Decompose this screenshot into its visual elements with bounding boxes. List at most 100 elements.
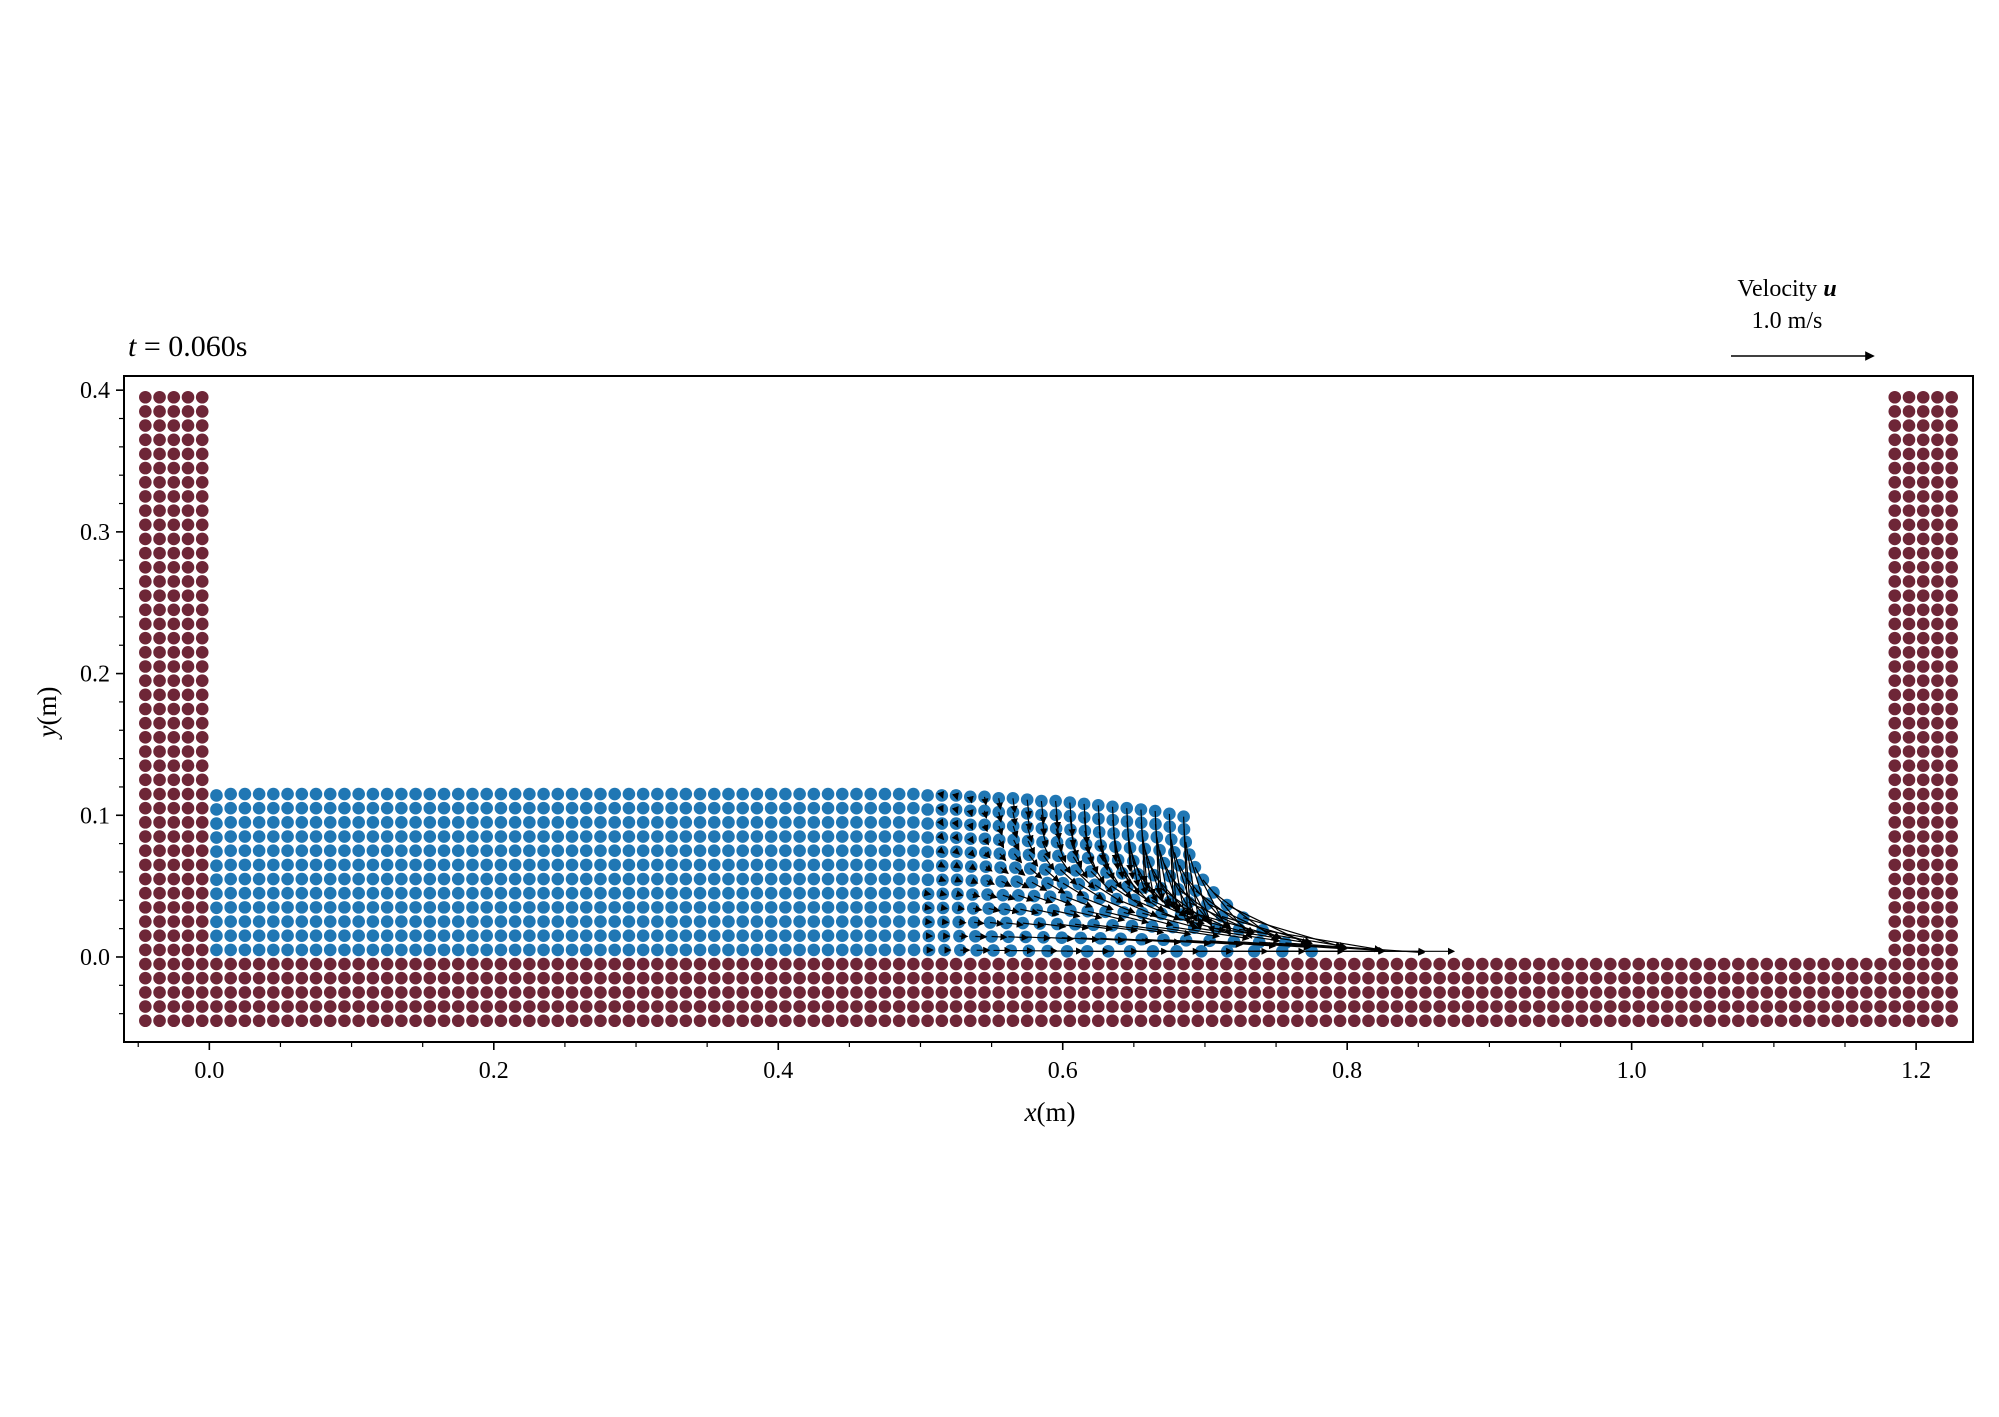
- wall-particle: [1732, 1000, 1745, 1013]
- fluid-particle: [309, 801, 323, 815]
- wall-particle: [551, 1014, 565, 1028]
- velocity-arrow: [1006, 920, 1024, 928]
- fluid-particle: [807, 816, 821, 829]
- fluid-particle: [893, 943, 906, 957]
- wall-particle: [1604, 1014, 1617, 1028]
- wall-particle: [195, 518, 209, 532]
- fluid-particle: [281, 801, 294, 815]
- wall-particle: [594, 1014, 607, 1028]
- wall-particle: [1916, 475, 1930, 489]
- fluid-particle: [892, 858, 906, 872]
- fluid-particle: [409, 872, 422, 886]
- wall-particle: [835, 1000, 849, 1013]
- wall-particle: [949, 1000, 963, 1013]
- wall-particle: [1902, 390, 1916, 404]
- velocity-arrow: [937, 846, 945, 854]
- wall-particle: [139, 688, 152, 702]
- fluid-particle: [636, 816, 650, 829]
- velocity-arrow: [1140, 809, 1148, 884]
- fluid-particle: [850, 915, 863, 928]
- wall-particle: [409, 957, 422, 971]
- wall-particle: [1205, 957, 1219, 971]
- fluid-particle: [366, 943, 380, 957]
- wall-particle: [1916, 546, 1930, 560]
- wall-particle: [195, 830, 209, 843]
- wall-particle: [181, 716, 195, 730]
- wall-particle: [1845, 1000, 1859, 1013]
- fluid-particle: [551, 801, 565, 815]
- wall-particle: [1845, 971, 1859, 985]
- wall-particle: [978, 971, 991, 985]
- wall-particle: [1575, 986, 1589, 999]
- fluid-particle: [579, 915, 593, 928]
- fluid-particle: [636, 844, 650, 857]
- wall-particle: [195, 702, 209, 716]
- fluid-particle: [594, 915, 607, 928]
- wall-particle: [1561, 971, 1574, 985]
- velocity-arrow: [1000, 866, 1009, 874]
- fluid-particle: [807, 872, 821, 886]
- wall-particle: [252, 971, 266, 985]
- wall-particle: [1945, 631, 1958, 645]
- fluid-particle: [238, 801, 252, 815]
- fluid-particle: [835, 787, 849, 801]
- fluid-particle: [395, 901, 408, 914]
- wall-particle: [622, 957, 636, 971]
- wall-particle: [1589, 1000, 1603, 1013]
- wall-particle: [1618, 986, 1631, 999]
- fluid-particle: [565, 844, 579, 857]
- fluid-particle: [907, 901, 920, 914]
- wall-particle: [1419, 1014, 1432, 1028]
- fluid-particle: [309, 787, 323, 801]
- wall-particle: [949, 971, 963, 985]
- fluid-particle: [736, 915, 749, 928]
- velocity-key-label: Velocity u: [1737, 276, 1836, 302]
- wall-particle: [366, 1014, 380, 1028]
- velocity-arrow: [1016, 880, 1030, 889]
- wall-particle: [1561, 1000, 1574, 1013]
- wall-particle: [167, 660, 181, 673]
- fluid-particle: [323, 844, 337, 857]
- velocity-arrow: [1057, 923, 1090, 931]
- fluid-particle: [281, 901, 294, 914]
- wall-particle: [1831, 1000, 1845, 1013]
- wall-particle: [1817, 971, 1830, 985]
- fluid-particle: [565, 915, 579, 928]
- wall-particle: [1831, 1014, 1845, 1028]
- velocity-arrow: [1082, 897, 1114, 911]
- wall-particle: [167, 1000, 181, 1013]
- velocity-arrow: [967, 849, 976, 858]
- fluid-particle: [352, 943, 365, 957]
- wall-particle: [1376, 1014, 1390, 1028]
- wall-particle: [181, 787, 195, 801]
- wall-particle: [195, 646, 209, 659]
- wall-particle: [466, 1000, 479, 1013]
- wall-particle: [1646, 1014, 1660, 1028]
- wall-particle: [1945, 971, 1958, 985]
- wall-particle: [1860, 957, 1873, 971]
- wall-particle: [423, 957, 437, 971]
- fluid-particle: [679, 830, 693, 843]
- wall-particle: [1589, 986, 1603, 999]
- fluid-particle: [779, 901, 792, 914]
- wall-particle: [1888, 461, 1902, 475]
- wall-particle: [821, 986, 835, 999]
- fluid-particle: [224, 886, 237, 900]
- wall-particle: [195, 1014, 209, 1028]
- wall-particle: [1916, 1014, 1930, 1028]
- wall-particle: [338, 971, 351, 985]
- fluid-particle: [878, 915, 892, 928]
- fluid-particle: [622, 830, 636, 843]
- wall-particle: [878, 957, 892, 971]
- wall-particle: [252, 1000, 266, 1013]
- wall-particle: [1419, 986, 1432, 999]
- wall-particle: [636, 957, 650, 971]
- wall-particle: [1931, 617, 1944, 631]
- wall-particle: [153, 546, 166, 560]
- wall-particle: [1333, 986, 1347, 999]
- fluid-particle: [878, 830, 892, 843]
- wall-particle: [1931, 646, 1944, 659]
- wall-particle: [949, 986, 963, 999]
- wall-particle: [1902, 674, 1916, 687]
- fluid-particle: [736, 844, 749, 857]
